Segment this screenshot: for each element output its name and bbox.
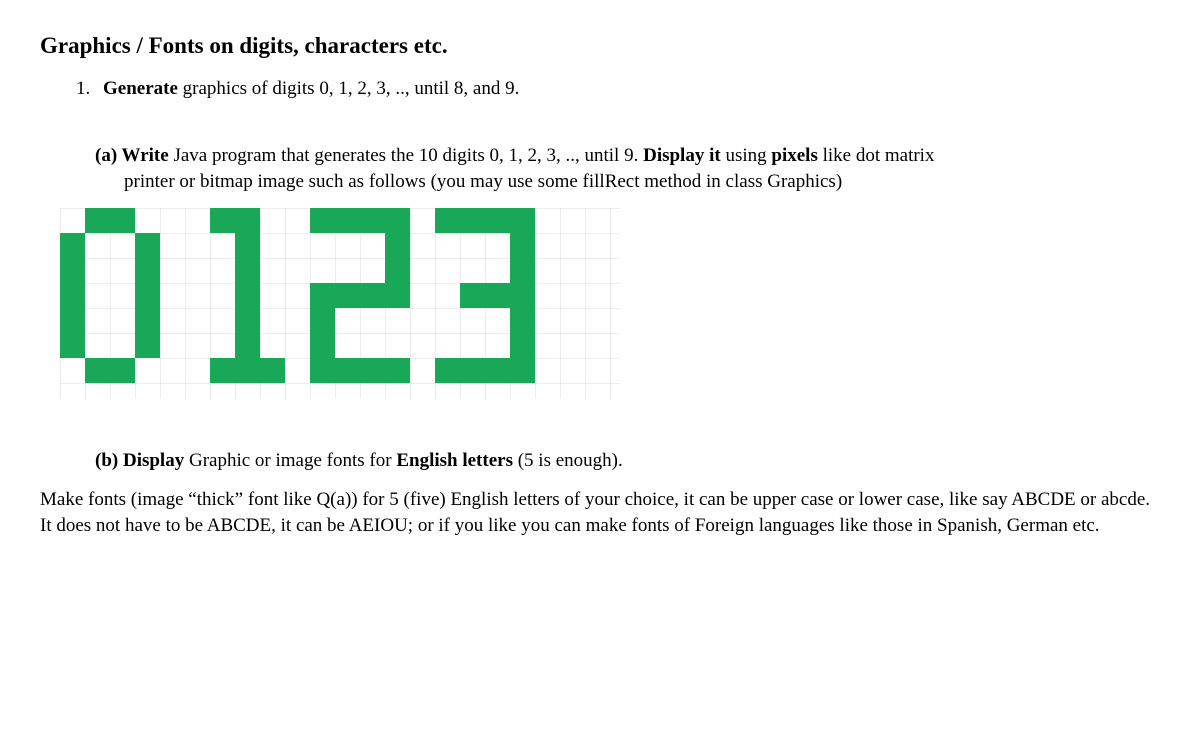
pixel xyxy=(460,358,485,383)
pixel xyxy=(85,358,110,383)
part-a-bold3: pixels xyxy=(771,145,817,166)
pixel xyxy=(335,208,360,233)
pixel xyxy=(460,208,485,233)
pixel xyxy=(335,283,360,308)
pixel xyxy=(135,258,160,283)
pixel xyxy=(460,283,485,308)
pixel xyxy=(235,333,260,358)
pixel xyxy=(310,208,335,233)
pixel xyxy=(210,358,235,383)
pixel xyxy=(110,358,135,383)
part-b-label: (b) Display xyxy=(95,450,184,471)
pixel xyxy=(510,233,535,258)
page-title: Graphics / Fonts on digits, characters e… xyxy=(40,30,1160,62)
bitmap-digits-figure xyxy=(60,208,620,398)
pixel xyxy=(435,208,460,233)
pixel xyxy=(485,208,510,233)
part-a-line2: printer or bitmap image such as follows … xyxy=(124,169,1160,196)
item-1-rest: graphics of digits 0, 1, 2, 3, .., until… xyxy=(178,78,519,99)
pixel xyxy=(60,308,85,333)
part-b-text2: (5 is enough). xyxy=(513,450,623,471)
main-list: Generate graphics of digits 0, 1, 2, 3, … xyxy=(40,76,1160,103)
pixel xyxy=(310,283,335,308)
pixel xyxy=(360,283,385,308)
pixel xyxy=(510,358,535,383)
part-a: (a) Write Java program that generates th… xyxy=(95,143,1160,196)
pixel xyxy=(510,283,535,308)
pixel xyxy=(510,333,535,358)
part-a-text2: using xyxy=(721,145,772,166)
pixel xyxy=(485,358,510,383)
pixel xyxy=(60,333,85,358)
pixel xyxy=(360,358,385,383)
pixel xyxy=(510,208,535,233)
pixel xyxy=(510,258,535,283)
item-1: Generate graphics of digits 0, 1, 2, 3, … xyxy=(95,76,1160,103)
closing-paragraph: Make fonts (image “thick” font like Q(a)… xyxy=(40,487,1160,540)
pixel xyxy=(360,208,385,233)
part-a-label: (a) Write xyxy=(95,145,169,166)
pixel xyxy=(235,308,260,333)
pixel xyxy=(510,308,535,333)
part-a-text3: like dot matrix xyxy=(818,145,935,166)
pixel xyxy=(435,358,460,383)
part-a-text1: Java program that generates the 10 digit… xyxy=(169,145,643,166)
pixel xyxy=(235,258,260,283)
pixel xyxy=(385,258,410,283)
pixel xyxy=(235,233,260,258)
pixel xyxy=(110,208,135,233)
pixel xyxy=(60,233,85,258)
pixel xyxy=(135,283,160,308)
pixel xyxy=(310,358,335,383)
pixel xyxy=(60,283,85,308)
pixel xyxy=(235,208,260,233)
pixel xyxy=(135,308,160,333)
pixel xyxy=(385,233,410,258)
pixel xyxy=(335,358,360,383)
pixel xyxy=(385,358,410,383)
pixel xyxy=(60,258,85,283)
part-b-text1: Graphic or image fonts for xyxy=(184,450,396,471)
pixel xyxy=(385,208,410,233)
pixel xyxy=(85,208,110,233)
pixel xyxy=(310,308,335,333)
pixel xyxy=(135,333,160,358)
pixel xyxy=(235,283,260,308)
pixel xyxy=(235,358,260,383)
item-1-lead: Generate xyxy=(103,78,178,99)
part-a-bold2: Display it xyxy=(643,145,721,166)
pixel xyxy=(135,233,160,258)
pixel xyxy=(260,358,285,383)
pixel xyxy=(485,283,510,308)
pixel xyxy=(385,283,410,308)
part-b-bold2: English letters xyxy=(396,450,513,471)
pixel xyxy=(210,208,235,233)
part-b: (b) Display Graphic or image fonts for E… xyxy=(95,448,1160,475)
pixel xyxy=(310,333,335,358)
